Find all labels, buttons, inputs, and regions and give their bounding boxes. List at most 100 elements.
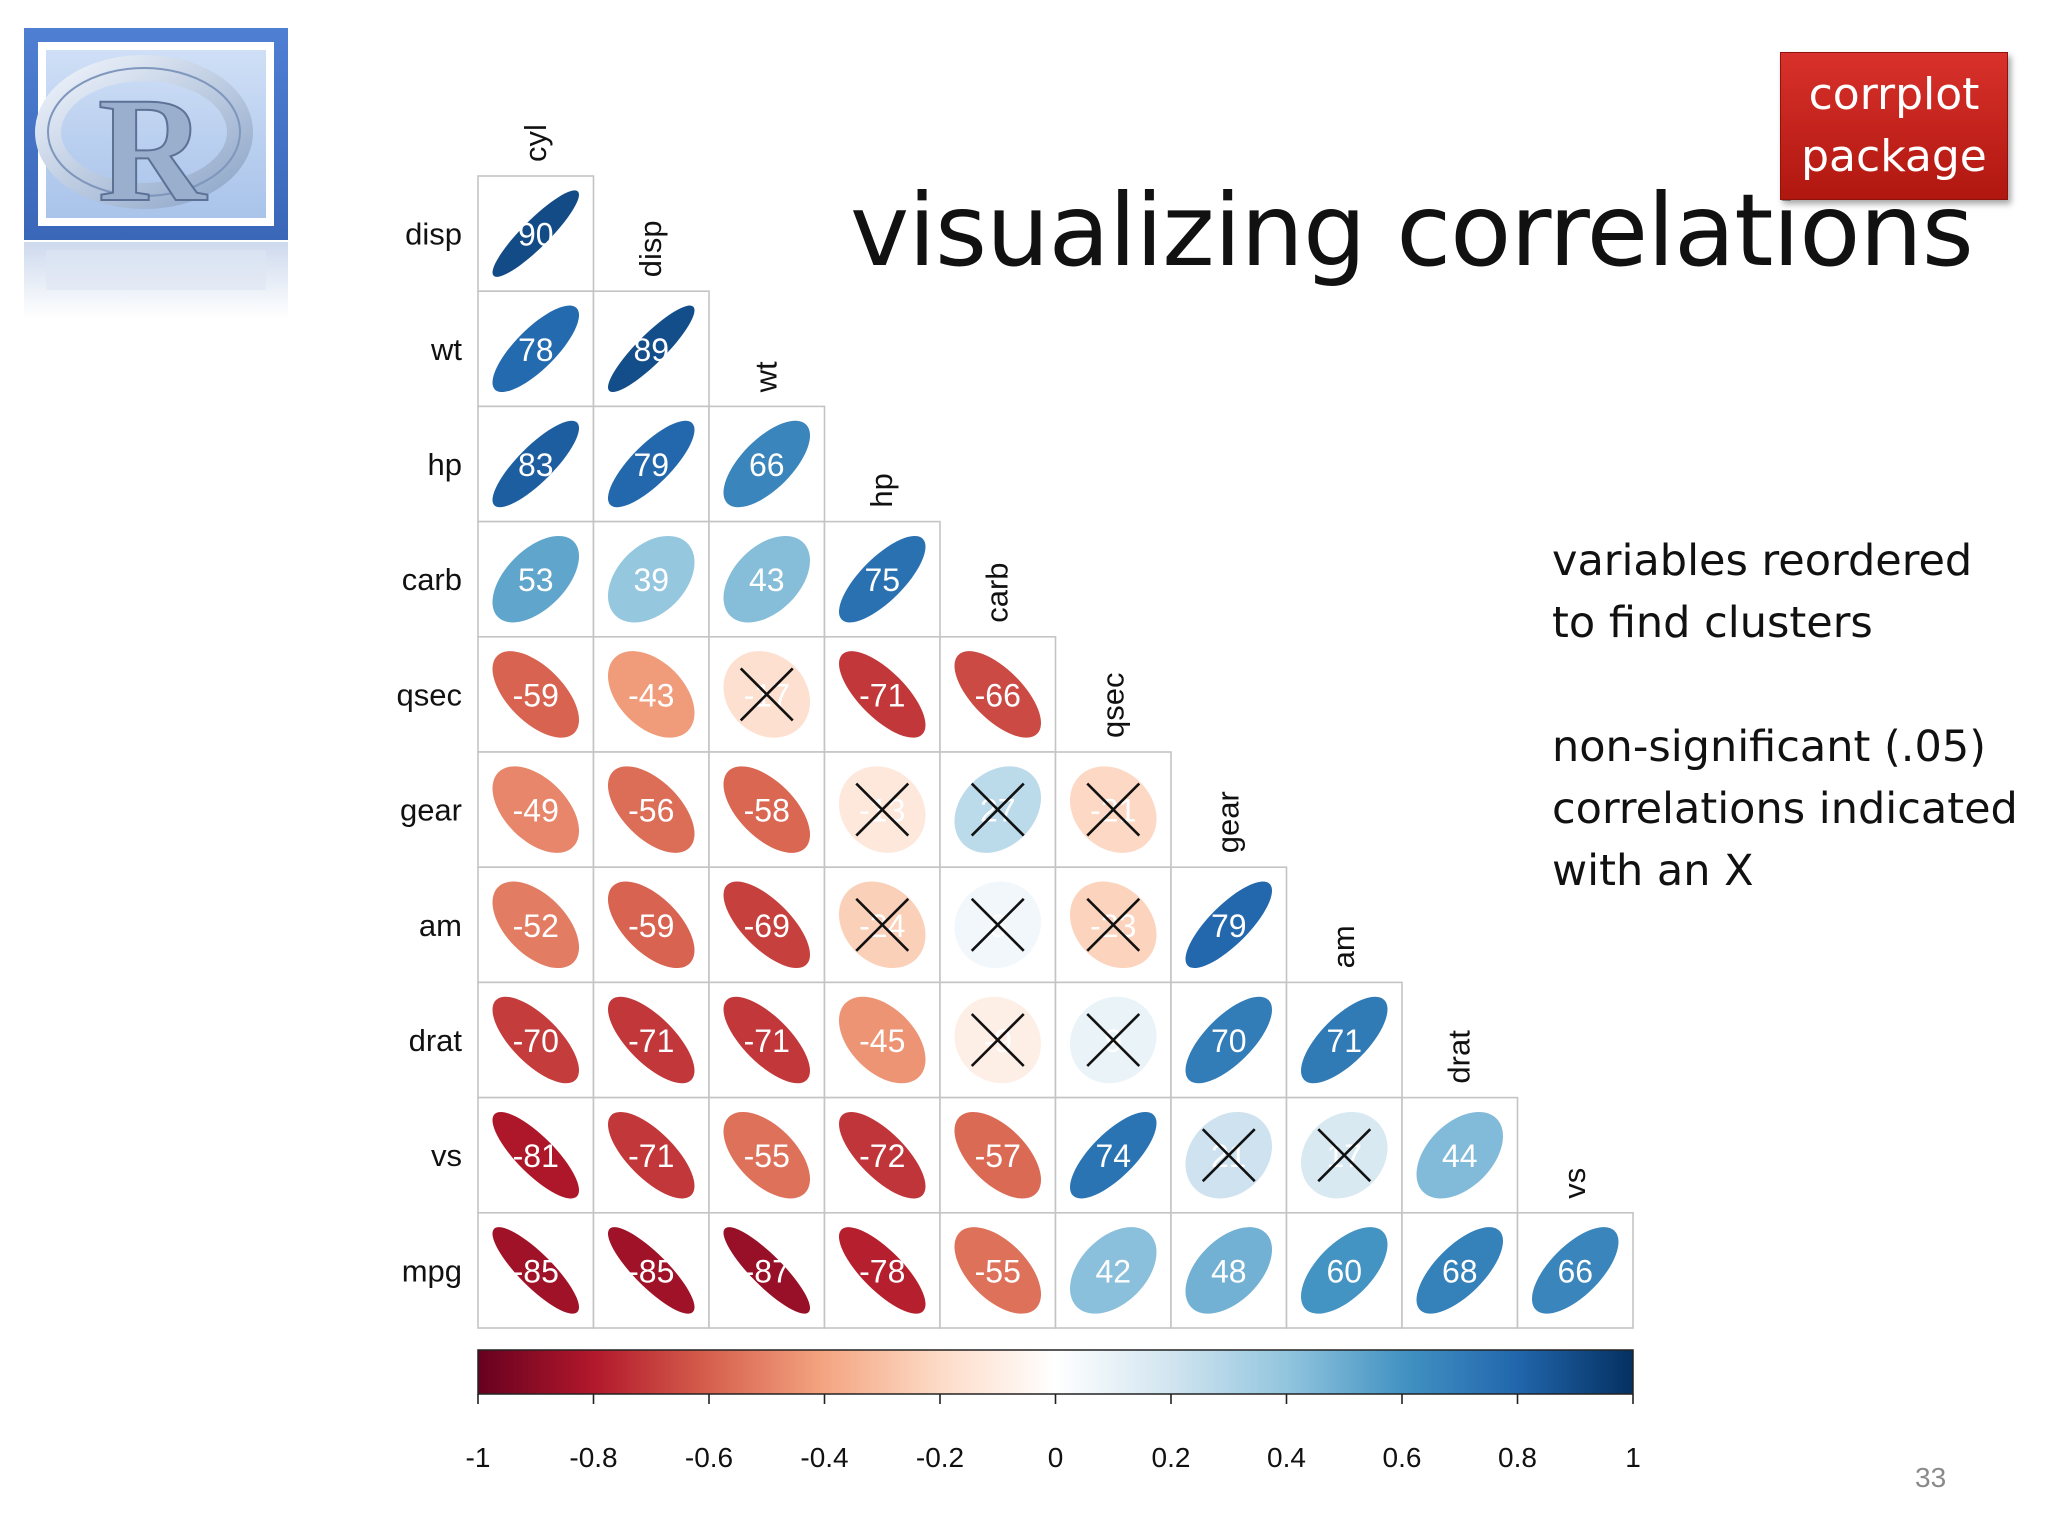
column-label: qsec <box>1095 673 1130 738</box>
colorbar-tick-label: 0.2 <box>1152 1442 1191 1473</box>
nonsig-cross <box>1317 1128 1372 1183</box>
corr-cell: 83 <box>477 405 595 523</box>
column-label: am <box>1326 925 1361 968</box>
corr-ellipse <box>607 651 695 738</box>
corr-cell: 44 <box>1401 1096 1519 1214</box>
colorbar-tick-label: -0.2 <box>916 1442 964 1473</box>
corr-value-label: -70 <box>513 1023 559 1059</box>
corr-cell: -21 <box>1054 751 1172 868</box>
row-label: wt <box>430 332 462 367</box>
corr-cell: 66 <box>1516 1212 1634 1329</box>
corr-ellipse <box>1300 996 1388 1084</box>
corr-value-label: 43 <box>749 562 785 598</box>
package-badge: corrplot package <box>1780 52 2008 200</box>
colorbar-tick-label: -0.4 <box>800 1442 848 1473</box>
nonsig-cross <box>855 897 910 952</box>
corr-cell: -59 <box>477 635 595 753</box>
corr-value-label: -85 <box>513 1253 559 1289</box>
corr-ellipse <box>1185 1227 1273 1314</box>
corr-marks: 90 78 89 83 79 66 53 39 43 75 -59 -43 -17 -71 -66 -49 -5… <box>477 175 1634 1329</box>
colorbar-tick-label: -0.6 <box>685 1442 733 1473</box>
corr-ellipse <box>723 535 811 623</box>
corr-ellipse <box>954 1227 1042 1314</box>
colorbar-tick-label: -0.8 <box>569 1442 617 1473</box>
row-label: carb <box>402 562 462 597</box>
corr-cell: -23 <box>1054 866 1172 984</box>
corr-cell: 68 <box>1401 1212 1519 1329</box>
corr-cell: -66 <box>939 635 1057 753</box>
corr-cell: 42 <box>1054 1212 1172 1329</box>
corr-ellipse <box>492 1227 580 1314</box>
corr-ellipse <box>492 766 580 853</box>
corr-ellipse <box>607 1111 695 1199</box>
corr-value-label: -45 <box>859 1023 905 1059</box>
corr-value-label: 53 <box>518 562 554 598</box>
corr-ellipse <box>492 996 580 1084</box>
corr-cell: -81 <box>477 1096 595 1214</box>
row-label: drat <box>409 1023 463 1058</box>
corr-value-label: -57 <box>975 1138 1021 1174</box>
nonsig-cross <box>1086 897 1141 952</box>
corr-cell: 9 <box>1054 981 1172 1099</box>
corr-value-label: -69 <box>744 908 790 944</box>
corr-cell: -56 <box>592 751 710 868</box>
corr-cell: 27 <box>939 751 1057 868</box>
corr-ellipse <box>723 1227 811 1314</box>
nonsig-cross <box>970 1013 1025 1067</box>
corr-ellipse <box>607 420 695 508</box>
corr-value-label: 60 <box>1326 1253 1362 1289</box>
corr-ellipse <box>838 651 926 738</box>
corr-cell: -87 <box>708 1212 826 1329</box>
corr-value-label: 89 <box>633 332 669 368</box>
corr-value-label: -59 <box>513 677 559 713</box>
corr-ellipse <box>492 1111 580 1199</box>
corr-cell: -55 <box>708 1096 826 1214</box>
corr-value-label: 78 <box>518 332 554 368</box>
corr-cell: -49 <box>477 751 595 868</box>
page-number: 33 <box>1915 1462 1947 1493</box>
corr-ellipse <box>492 651 580 738</box>
corr-value-label: 68 <box>1442 1253 1478 1289</box>
r-logo-icon: R <box>24 28 288 318</box>
nonsig-cross <box>1201 1128 1256 1183</box>
corr-value-label: -43 <box>628 677 674 713</box>
corr-value-label: 39 <box>633 562 669 598</box>
corr-ellipse <box>838 535 926 623</box>
badge-line-2: package <box>1801 131 1987 182</box>
corr-ellipse <box>492 420 580 508</box>
note-reordered: variables reordered to find clusters <box>1552 536 1973 648</box>
corr-value-label: -81 <box>513 1138 559 1174</box>
column-label: drat <box>1442 1030 1477 1084</box>
corr-cell: -70 <box>477 981 595 1099</box>
corr-cell: 21 <box>1170 1096 1288 1214</box>
corr-value-label: -72 <box>859 1138 905 1174</box>
corr-value-label: 66 <box>749 447 785 483</box>
corr-value-label: -78 <box>859 1253 905 1289</box>
corr-ellipse <box>492 535 580 623</box>
corr-cell: -58 <box>708 751 826 868</box>
corr-ellipse <box>607 766 695 853</box>
corr-value-label: 44 <box>1442 1138 1478 1174</box>
corr-value-label: 79 <box>1211 908 1247 944</box>
corr-value-label: -87 <box>744 1253 790 1289</box>
corr-ellipse <box>838 1111 926 1199</box>
corr-cell: 66 <box>708 405 826 523</box>
nonsig-cross <box>1086 782 1141 837</box>
corr-cell: -57 <box>939 1096 1057 1214</box>
corr-cell: 71 <box>1285 981 1403 1099</box>
corr-cell: -85 <box>477 1212 595 1329</box>
corr-cell: -85 <box>592 1212 710 1329</box>
corr-value-label: 90 <box>518 217 554 253</box>
nonsig-cross <box>1086 1013 1141 1067</box>
column-label: hp <box>864 473 899 507</box>
corr-ellipse <box>723 996 811 1084</box>
badge-line-1: corrplot <box>1808 69 1980 120</box>
row-label: vs <box>431 1138 462 1173</box>
corr-cell: -71 <box>592 981 710 1099</box>
colorbar-tick-label: 0.8 <box>1498 1442 1537 1473</box>
row-label: mpg <box>402 1253 462 1288</box>
corr-value-label: -66 <box>975 677 1021 713</box>
corr-value-label: -71 <box>628 1023 674 1059</box>
corr-ellipse <box>607 1227 695 1314</box>
colorbar-tick-label: 0.6 <box>1383 1442 1422 1473</box>
